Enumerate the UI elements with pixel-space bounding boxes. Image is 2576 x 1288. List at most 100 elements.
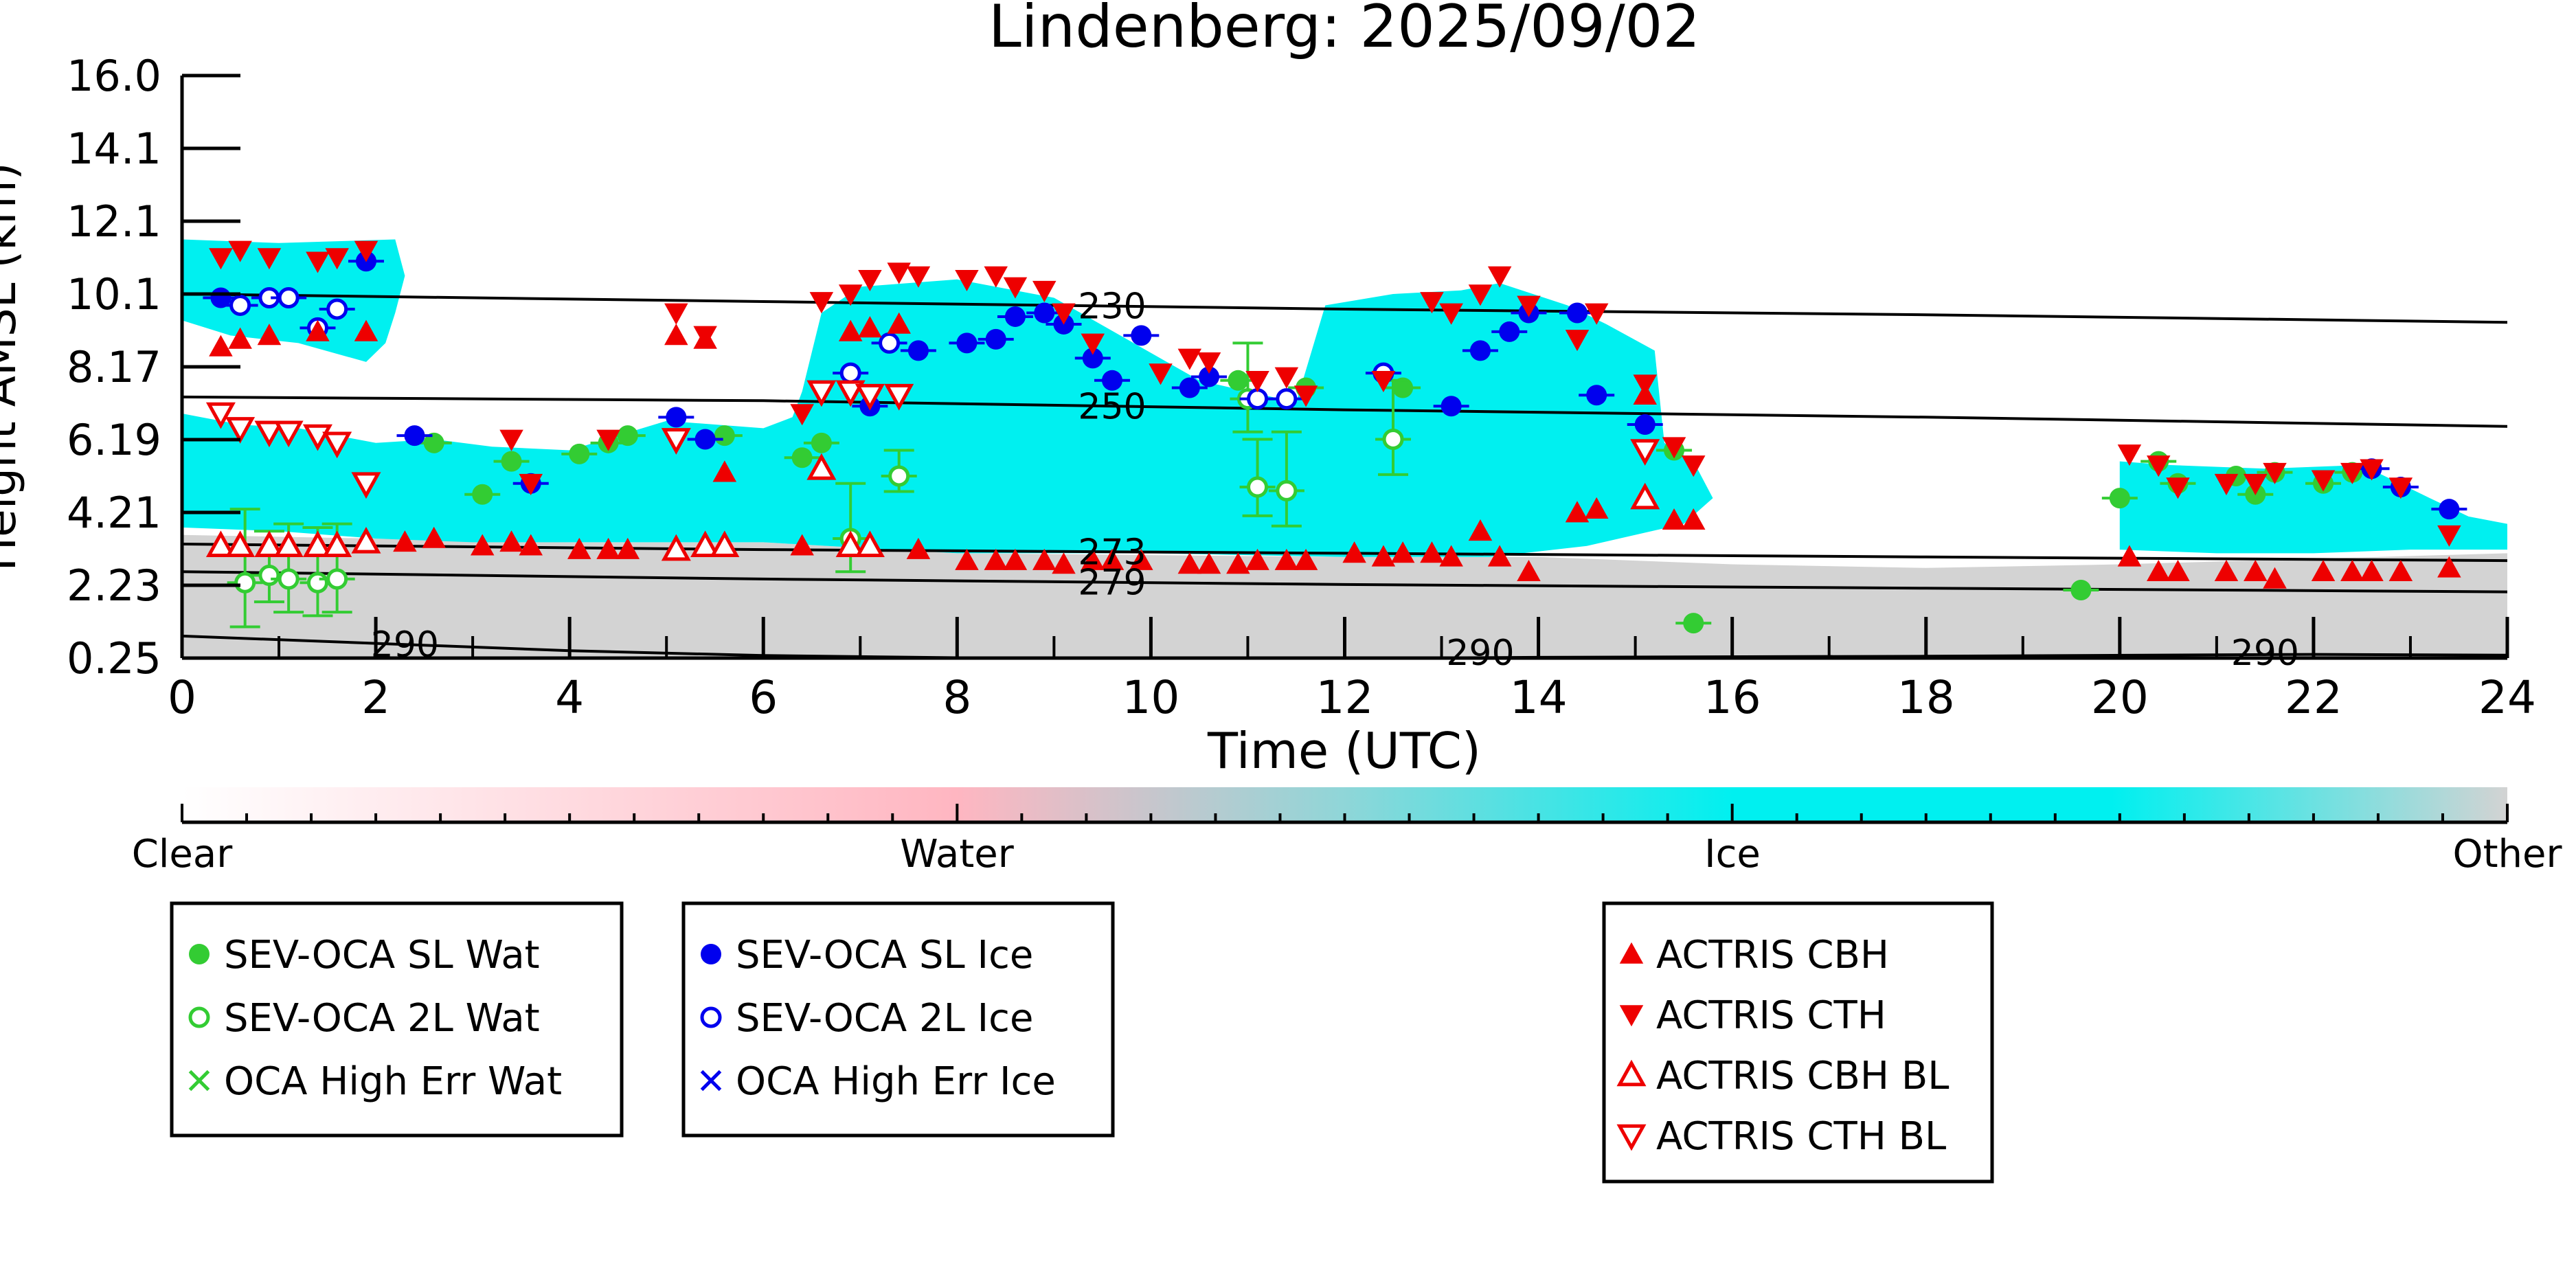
y-tick-label-1: 2.23 (67, 561, 161, 611)
actris-cbh-point-33 (1274, 548, 1299, 570)
actris-cth-point-2 (257, 248, 282, 270)
sev-oca-sl-ice-point-10 (1004, 306, 1026, 327)
isotherm-label-279: 279 (1078, 563, 1146, 604)
sev-oca-sl-ice-point-27 (2439, 499, 2460, 520)
actris-cbh-point-47 (1682, 508, 1706, 530)
x-tick-label-7: 14 (1510, 671, 1568, 724)
sev-oca-sl-wat-point-11 (1392, 377, 1414, 398)
actris-cth-bl-point-2 (254, 420, 284, 448)
actris-cbh-point-46 (1662, 508, 1686, 530)
sev-oca-2l-ice-point-8 (1276, 388, 1298, 410)
sev-oca-sl-ice-point-2 (404, 425, 425, 447)
legend-box-1 (681, 901, 1115, 1138)
sev-oca-2l-wat-point-9 (1382, 428, 1404, 450)
x-tick-label-10: 20 (2091, 671, 2149, 724)
actris-cth-point-3 (306, 251, 330, 273)
actris-cbh-point-3 (306, 319, 330, 341)
ice-region-2 (2119, 461, 2507, 554)
legend-marker-actris-cbh-bl (1616, 1059, 1647, 1087)
sev-oca-2l-wat-point-8 (1276, 479, 1298, 501)
legend-marker-oca-high-err-wat (188, 1070, 210, 1092)
actris-cbh-point-37 (1390, 541, 1415, 563)
legends: SEV-OCA SL Wat SEV-OCA 2L Wat OCA High Err… (170, 901, 1994, 1184)
sev-oca-sl-ice-point-13 (1082, 348, 1103, 369)
actris-cbh-point-22 (984, 548, 1008, 570)
actris-cbh-point-20 (906, 537, 931, 559)
sev-oca-sl-wat-point-13 (1683, 613, 1704, 634)
sev-oca-sl-wat-point-2 (501, 451, 522, 472)
actris-cbh-bl-point-10 (806, 453, 837, 480)
sev-oca-2l-wat-point-0 (234, 572, 256, 594)
actris-cth-point-36 (1584, 303, 1609, 325)
actris-cbh-point-18 (858, 316, 882, 338)
actris-cth-point-47 (2340, 462, 2364, 484)
y-tick-label-2: 4.21 (67, 488, 161, 538)
isotherm-label-290: 290 (1446, 633, 1514, 674)
colorbar-label-clear: Clear (132, 832, 233, 877)
sev-oca-sl-wat-point-15 (2109, 488, 2130, 509)
actris-cbh-point-24 (1032, 548, 1057, 570)
sev-oca-2l-wat-errorbar-10 (1232, 341, 1263, 433)
sev-oca-sl-ice-point-20 (1499, 321, 1520, 342)
actris-cbh-bl-point-4 (302, 530, 332, 558)
actris-cbh-point-36 (1371, 545, 1396, 567)
sev-oca-sl-ice-point-23 (1586, 385, 1607, 406)
sev-oca-sl-ice-point-9 (985, 328, 1006, 350)
actris-cth-point-39 (1682, 455, 1706, 477)
actris-cth-point-12 (809, 292, 834, 314)
legend-box-0 (170, 901, 624, 1138)
actris-cth-point-23 (1149, 363, 1173, 385)
actris-cbh-bl-point-8 (690, 530, 721, 558)
actris-cth-bl-point-8 (806, 380, 837, 407)
plot-area (182, 239, 2507, 658)
ice-region-0 (182, 279, 1713, 557)
actris-cbh-point-44 (1584, 497, 1609, 519)
actris-cth-bl-point-5 (322, 431, 352, 459)
x-tick-label-5: 10 (1122, 671, 1179, 724)
x-tick-label-1: 2 (361, 671, 390, 724)
legend-marker-sev-oca-2l-wat (188, 1006, 210, 1028)
sev-oca-sl-ice-point-18 (1440, 396, 1462, 417)
legend-marker-sev-oca-sl-ice (701, 944, 721, 964)
sev-oca-2l-ice-point-6 (879, 332, 901, 354)
actris-cbh-point-7 (470, 534, 495, 556)
actris-cbh-point-52 (2244, 559, 2268, 581)
legend-label-oca-high-err-ice: OCA High Err Ice (736, 1059, 1056, 1104)
sev-oca-sl-wat-point-1 (472, 484, 493, 505)
actris-cbh-point-51 (2214, 559, 2239, 581)
actris-cbh-point-32 (1245, 548, 1269, 570)
actris-cbh-bl-point-5 (322, 530, 352, 558)
actris-cth-bl-point-11 (884, 383, 914, 411)
sev-oca-2l-ice-point-2 (278, 286, 300, 308)
y-tick-label-6: 12.1 (67, 196, 161, 247)
sev-oca-sl-wat-point-7 (791, 447, 813, 468)
actris-cbh-point-41 (1487, 545, 1512, 567)
actris-cbh-bl-point-9 (710, 530, 740, 558)
actris-cbh-bl-point-2 (254, 530, 284, 558)
actris-cbh-point-42 (1517, 559, 1541, 581)
sev-oca-sl-ice-point-14 (1102, 370, 1122, 391)
sev-oca-2l-wat-point-3 (306, 572, 328, 594)
actris-cbh-point-6 (422, 526, 446, 548)
actris-cbh-bl-point-1 (225, 530, 256, 558)
sev-oca-sl-ice-point-5 (694, 429, 716, 450)
actris-cbh-point-54 (2311, 559, 2336, 581)
x-axis-label: Time (UTC) (1207, 722, 1481, 780)
sev-oca-sl-wat-point-14 (2070, 579, 2092, 600)
sev-oca-2l-wat-point-1 (258, 565, 280, 587)
sev-oca-sl-wat-point-9 (1228, 370, 1249, 391)
actris-cth-point-22 (1081, 333, 1105, 355)
actris-cth-bl-point-9 (835, 380, 866, 407)
actris-cth-point-25 (1197, 352, 1221, 374)
sev-oca-sl-wat-point-0 (423, 432, 444, 453)
legend-label-actris-cth: ACTRIS CTH (1656, 993, 1886, 1038)
actris-cbh-bl-point-0 (205, 530, 236, 558)
legend-label-actris-cbh: ACTRIS CBH (1656, 933, 1889, 978)
sev-oca-sl-ice-point-11 (1034, 302, 1055, 324)
actris-cth-point-43 (2214, 473, 2239, 495)
actris-cth-point-19 (1003, 277, 1028, 299)
actris-cbh-point-48 (2117, 545, 2142, 567)
actris-cth-point-50 (2437, 525, 2461, 547)
legend-marker-actris-cth (1619, 1005, 1644, 1027)
actris-cbh-point-25 (1052, 552, 1076, 574)
